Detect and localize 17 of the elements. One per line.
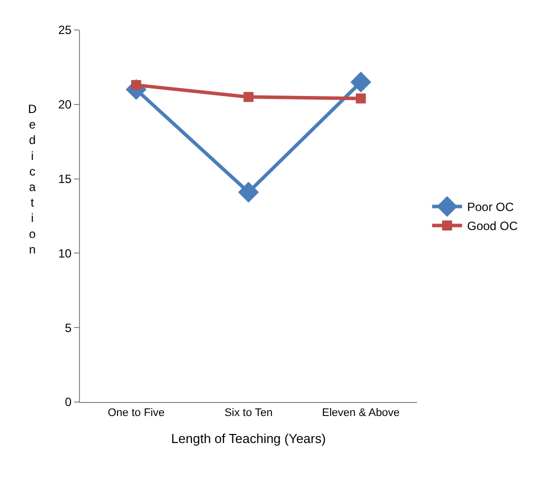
point — [356, 93, 366, 104]
x-tick-label: Six to Ten — [224, 407, 273, 420]
point — [244, 92, 254, 102]
point — [238, 182, 259, 203]
y-tick-label: 10 — [58, 246, 72, 260]
legend-label: Good OC — [467, 219, 518, 234]
y-tick-label: 25 — [58, 23, 72, 38]
y-tick-label: 20 — [58, 98, 72, 112]
y-tick-label: 0 — [64, 395, 72, 410]
x-tick-label: One to Five — [108, 407, 165, 420]
legend-label: Poor OC — [467, 200, 514, 214]
y-tick-label: 15 — [58, 172, 72, 186]
x-tick-label: Eleven & Above — [322, 407, 400, 420]
text: Dedication — [28, 102, 37, 256]
point — [350, 72, 372, 92]
y-tick-label: 5 — [64, 320, 72, 335]
x-axis-title: Length of Teaching (Years) — [171, 430, 326, 446]
